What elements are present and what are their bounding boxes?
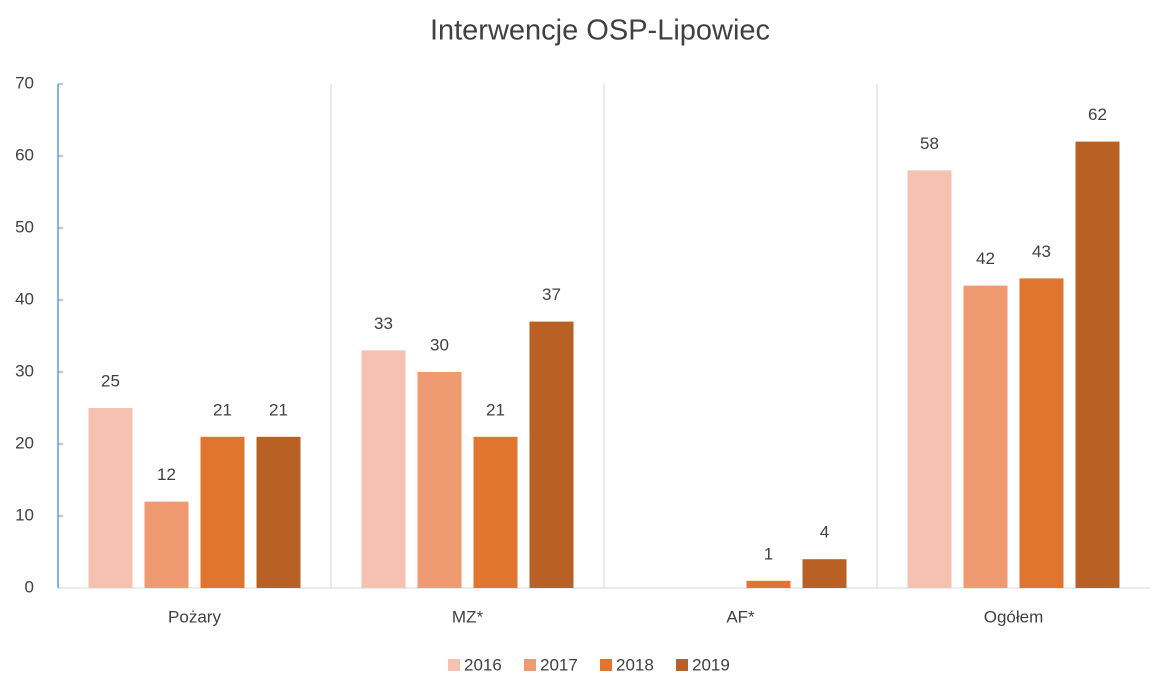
bar (907, 170, 952, 588)
y-tick-label: 20 (15, 433, 34, 452)
y-tick-label: 10 (15, 505, 34, 524)
bar (1075, 141, 1120, 588)
bar (361, 350, 406, 588)
data-label: 42 (976, 249, 995, 268)
legend-label: 2018 (616, 655, 654, 674)
y-tick-label: 60 (15, 145, 34, 164)
y-tick-label: 70 (15, 73, 34, 92)
data-label: 30 (430, 335, 449, 354)
legend-label: 2016 (464, 655, 502, 674)
bar (802, 559, 847, 588)
bar (529, 321, 574, 588)
y-tick-label: 30 (15, 361, 34, 380)
bar (473, 436, 518, 588)
y-tick-label: 40 (15, 289, 34, 308)
data-label: 33 (374, 314, 393, 333)
data-label: 4 (820, 523, 829, 542)
legend-swatch (676, 659, 688, 671)
legend-swatch (600, 659, 612, 671)
legend-swatch (524, 659, 536, 671)
bar (746, 580, 791, 588)
data-label: 1 (764, 544, 773, 563)
x-tick-label: AF* (726, 607, 755, 626)
y-tick-label: 0 (25, 577, 34, 596)
bar (417, 372, 462, 588)
x-tick-label: Ogółem (984, 607, 1044, 626)
data-label: 58 (920, 134, 939, 153)
data-label: 43 (1032, 242, 1051, 261)
bar (144, 501, 189, 588)
bar (256, 436, 301, 588)
data-label: 21 (213, 400, 232, 419)
bar (88, 408, 133, 588)
chart-title: Interwencje OSP-Lipowiec (430, 15, 770, 47)
data-label: 62 (1088, 105, 1107, 124)
data-label: 25 (101, 371, 120, 390)
data-label: 21 (486, 400, 505, 419)
data-label: 12 (157, 465, 176, 484)
x-tick-label: MZ* (452, 607, 484, 626)
bar (1019, 278, 1064, 588)
x-tick-label: Pożary (168, 607, 221, 626)
bar (963, 285, 1008, 588)
legend-swatch (448, 659, 460, 671)
y-tick-label: 50 (15, 217, 34, 236)
legend-label: 2019 (692, 655, 730, 674)
data-label: 21 (269, 400, 288, 419)
data-label: 37 (542, 285, 561, 304)
bar (200, 436, 245, 588)
legend-label: 2017 (540, 655, 578, 674)
